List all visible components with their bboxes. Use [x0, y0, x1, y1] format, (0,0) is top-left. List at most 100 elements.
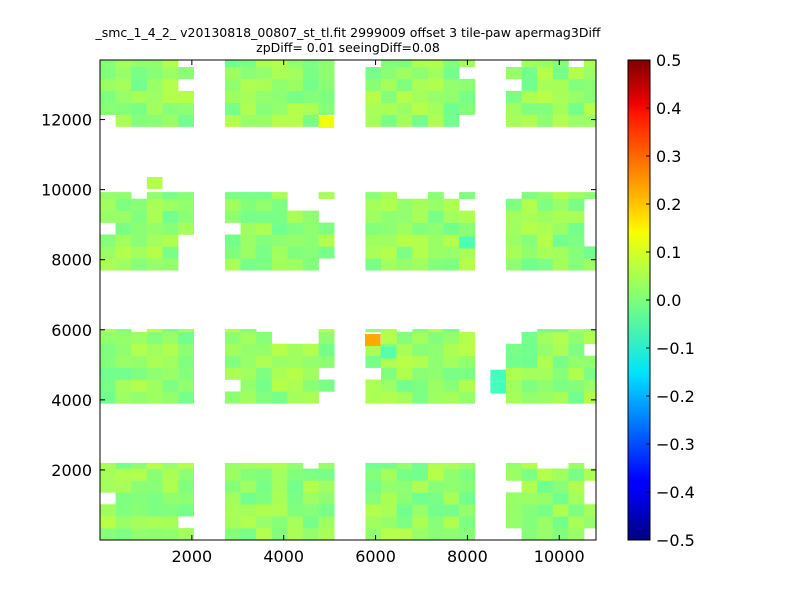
heatmap-cell: [412, 504, 429, 517]
heatmap-cell: [318, 492, 335, 505]
colorbar-tick-label: −0.3: [656, 435, 695, 454]
heatmap-cell: [537, 528, 554, 540]
heatmap-cell: [521, 234, 538, 247]
heatmap-cell: [318, 516, 335, 529]
heatmap-cell: [568, 516, 585, 529]
heatmap-cell: [146, 192, 163, 200]
heatmap-cell: [115, 192, 132, 200]
heatmap-cell: [100, 504, 116, 517]
heatmap-cell: [224, 468, 241, 481]
heatmap-cell: [412, 102, 429, 115]
heatmap-cell: [271, 504, 288, 517]
heatmap-cell: [115, 60, 132, 68]
heatmap-cell: [100, 246, 116, 259]
heatmap-cell: [552, 468, 569, 481]
heatmap-cell: [412, 528, 429, 540]
heatmap-cell: [459, 468, 476, 481]
heatmap-cell: [505, 102, 522, 115]
heatmap-cell: [162, 355, 179, 368]
heatmap-cell: [302, 90, 319, 104]
heatmap-cell: [396, 246, 413, 259]
heatmap-cell: [287, 379, 304, 392]
heatmap-cell: [146, 516, 163, 529]
heatmap-cell: [584, 468, 596, 481]
heatmap-cell: [178, 210, 194, 223]
x-tick-label: 10000: [534, 547, 585, 566]
heatmap-cell: [443, 516, 460, 529]
heatmap-cell: [412, 480, 429, 493]
heatmap-cell: [521, 516, 538, 529]
heatmap-cell: [412, 492, 429, 505]
heatmap-cell: [287, 114, 304, 127]
heatmap-cell: [240, 504, 257, 517]
heatmap-cell: [396, 504, 413, 517]
heatmap-cell: [271, 192, 288, 200]
heatmap-cell: [178, 222, 194, 235]
heatmap-cell: [224, 355, 241, 368]
heatmap-cell: [521, 462, 538, 469]
heatmap-cell: [131, 90, 148, 104]
heatmap-cell: [365, 462, 382, 469]
heatmap-cell: [100, 468, 116, 481]
heatmap-cell: [131, 246, 148, 259]
heatmap-cell: [287, 222, 304, 235]
heatmap-cell: [162, 331, 179, 345]
heatmap-cell: [240, 234, 257, 247]
heatmap-cell-outlier: [318, 116, 335, 128]
heatmap-cell: [146, 60, 163, 68]
heatmap-cell: [365, 343, 382, 357]
heatmap-cell: [162, 210, 179, 223]
x-tick-label: 8000: [447, 547, 488, 566]
heatmap-cell: [427, 331, 444, 345]
heatmap-cell: [318, 329, 335, 333]
heatmap-cell: [552, 379, 569, 392]
heatmap-cell: [131, 367, 148, 380]
heatmap-cell: [568, 102, 585, 115]
heatmap-cell: [318, 331, 335, 345]
heatmap-cell: [256, 222, 273, 235]
heatmap-cell: [178, 114, 194, 127]
heatmap-cell: [178, 329, 194, 333]
heatmap-cell: [146, 331, 163, 345]
heatmap-cell: [287, 468, 304, 481]
heatmap-cell: [271, 258, 288, 271]
heatmap-cell: [162, 528, 179, 540]
heatmap-cell: [115, 367, 132, 380]
heatmap-cell: [365, 114, 382, 127]
heatmap-cell: [396, 492, 413, 505]
heatmap-cell: [552, 210, 569, 223]
heatmap-cell: [100, 528, 116, 540]
heatmap-cell: [178, 391, 194, 404]
heatmap-cell: [256, 210, 273, 223]
heatmap-cell: [224, 102, 241, 115]
heatmap-cell: [443, 355, 460, 368]
heatmap-cell: [459, 528, 476, 540]
heatmap-cell: [412, 343, 429, 357]
heatmap-cell: [396, 391, 413, 404]
heatmap-cell: [537, 192, 554, 200]
heatmap-cell: [256, 192, 273, 200]
heatmap-cell: [443, 246, 460, 259]
heatmap-cell: [318, 78, 335, 92]
heatmap-cell: [412, 468, 429, 481]
colorbar-tick-label: −0.5: [656, 531, 695, 550]
heatmap-cell: [381, 391, 397, 404]
heatmap-cell: [146, 210, 163, 223]
heatmap-cell: [521, 379, 538, 392]
heatmap-cell: [240, 516, 257, 529]
heatmap-cell: [256, 234, 273, 247]
heatmap-cell: [459, 258, 476, 271]
heatmap-cell: [178, 480, 194, 493]
heatmap-cell: [568, 192, 585, 200]
heatmap-cell: [287, 102, 304, 115]
heatmap-cell: [115, 391, 132, 404]
heatmap-cell: [178, 90, 194, 104]
heatmap-cell: [162, 468, 179, 481]
heatmap-cell: [162, 329, 179, 333]
heatmap-cell: [459, 504, 476, 517]
heatmap-cell: [131, 480, 148, 493]
heatmap-cell: [115, 492, 132, 505]
heatmap-cell: [568, 329, 585, 333]
heatmap-cell: [115, 210, 132, 223]
heatmap-cell: [443, 528, 460, 540]
